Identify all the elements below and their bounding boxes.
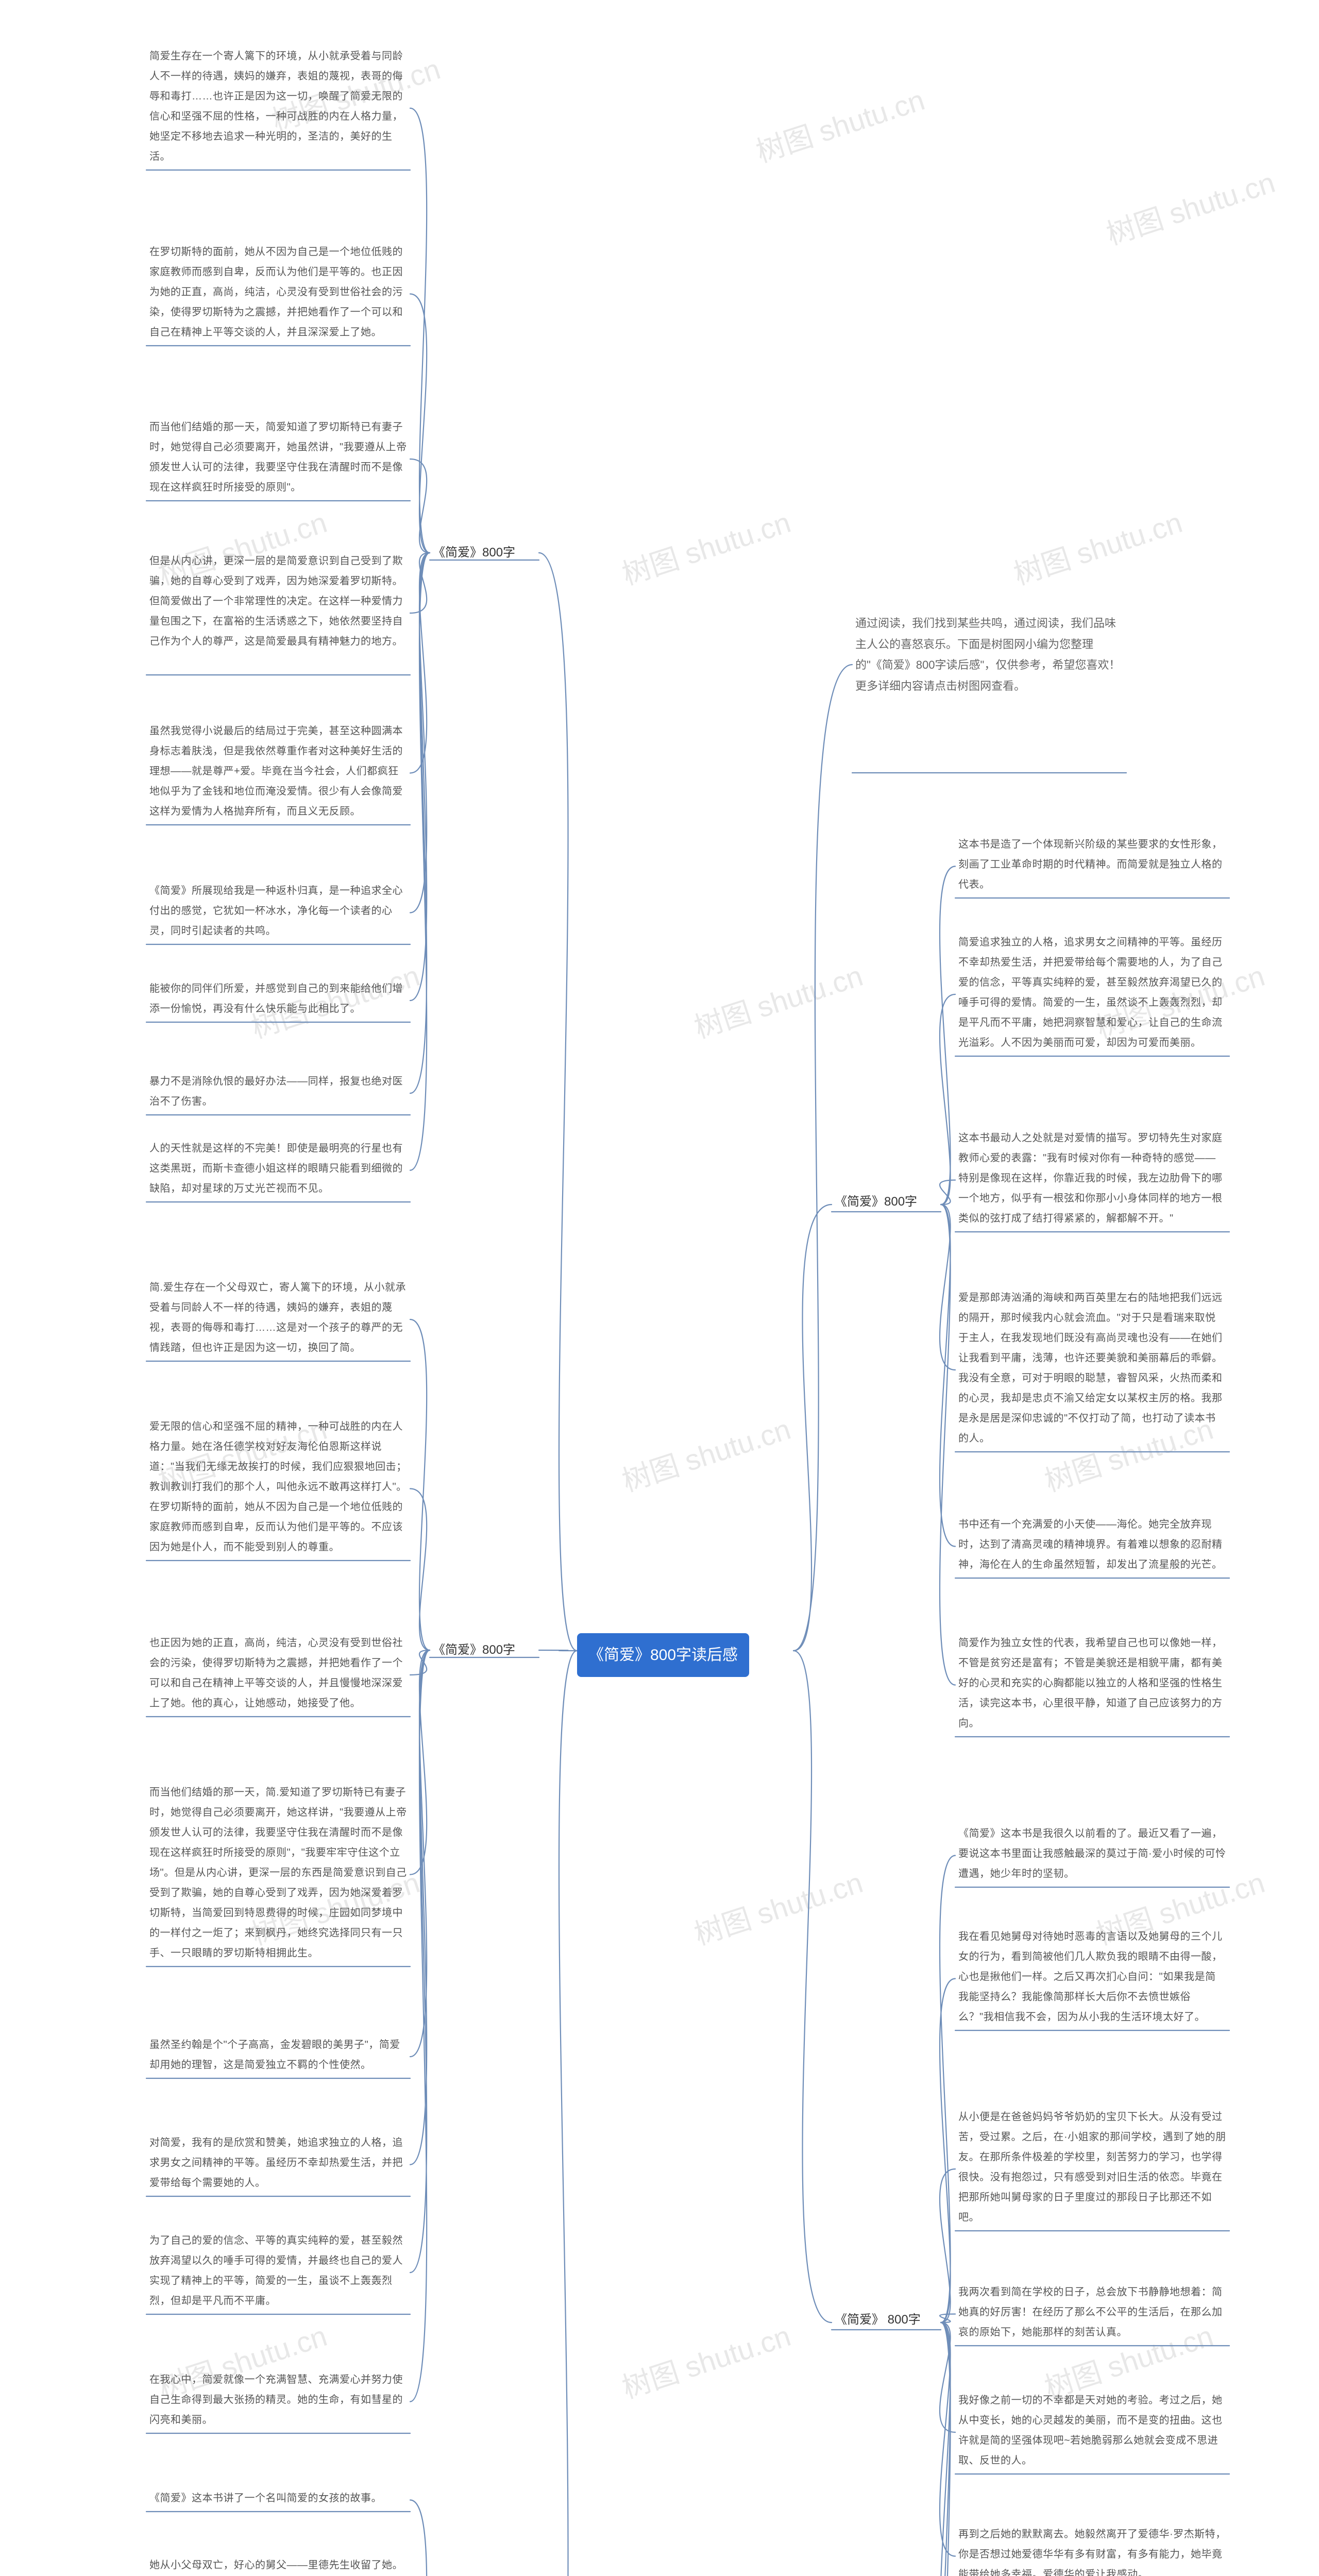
paragraph: 《简爱》这本书是我很久以前看的了。最近又看了一遍，要说这本书里面让我感触最深的莫… bbox=[958, 1824, 1226, 1884]
paragraph: 也正因为她的正直，高尚，纯洁，心灵没有受到世俗社会的污染，使得罗切斯特为之震撼，… bbox=[149, 1633, 407, 1714]
paragraph: 但是从内心讲，更深一层的是简爱意识到自己受到了欺骗，她的自尊心受到了戏弄，因为她… bbox=[149, 551, 407, 652]
paragraph: 书中还有一个充满爱的小天使——海伦。她完全放弃现时，达到了清高灵魂的精神境界。有… bbox=[958, 1515, 1226, 1575]
paragraph: 爱是那郎涛汹涌的海峡和两百英里左右的陆地把我们远远的隔开，那时候我内心就会流血。… bbox=[958, 1288, 1226, 1449]
section-title: 《简爱》800字 bbox=[433, 541, 515, 565]
paragraph: 在我心中，简爱就像一个充满智慧、充满爱心并努力使自己生命得到最大张扬的精灵。她的… bbox=[149, 2370, 407, 2430]
paragraph: 暴力不是消除仇恨的最好办法——同样，报复也绝对医治不了伤害。 bbox=[149, 1072, 407, 1112]
section-title: 《简爱》 800字 bbox=[835, 2308, 921, 2332]
paragraph: 虽然我觉得小说最后的结局过于完美，甚至这种圆满本身标志着肤浅，但是我依然尊重作者… bbox=[149, 721, 407, 822]
paragraph: 虽然圣约翰是个"个子高高，金发碧眼的美男子"，简爱却用她的理智，这是简爱独立不羁… bbox=[149, 2035, 407, 2075]
paragraph: 《简爱》这本书讲了一个名叫简爱的女孩的故事。 bbox=[149, 2488, 407, 2509]
section-title: 《简爱》800字 bbox=[433, 1638, 515, 1662]
paragraph: 简爱生存在一个寄人篱下的环境，从小就承受着与同龄人不一样的待遇，姨妈的嫌弃，表姐… bbox=[149, 46, 407, 167]
paragraph: 从小便是在爸爸妈妈爷爷奶奶的宝贝下长大。从没有受过苦，受过累。之后，在·小姐家的… bbox=[958, 2107, 1226, 2228]
paragraph: 我好像之前一切的不幸都是天对她的考验。考过之后，她从中变长，她的心灵越发的美丽，… bbox=[958, 2391, 1226, 2471]
paragraph: 我两次看到简在学校的日子，总会放下书静静地想着：简她真的好厉害！在经历了那么不公… bbox=[958, 2282, 1226, 2343]
paragraph: 在罗切斯特的面前，她从不因为自己是一个地位低贱的家庭教师而感到自卑，反而认为他们… bbox=[149, 242, 407, 343]
paragraph: 能被你的同伴们所爱，并感觉到自己的到来能给他们增添一份愉悦，再没有什么快乐能与此… bbox=[149, 979, 407, 1019]
paragraph: 简.爱生存在一个父母双亡，寄人篱下的环境，从小就承受着与同龄人不一样的待遇，姨妈… bbox=[149, 1278, 407, 1358]
paragraph: 再到之后她的默默离去。她毅然离开了爱德华·罗杰斯特，你是否想过她爱德华华有多有财… bbox=[958, 2524, 1226, 2576]
lead-paragraph: 通过阅读，我们找到某些共鸣，通过阅读，我们品味主人公的喜怒哀乐。下面是树图网小编… bbox=[855, 613, 1123, 697]
paragraph: 简爱追求独立的人格，追求男女之间精神的平等。虽经历不幸却热爱生活，并把爱带给每个… bbox=[958, 933, 1226, 1053]
paragraph: 而当他们结婚的那一天，简爱知道了罗切斯特已有妻子时，她觉得自己必须要离开，她虽然… bbox=[149, 417, 407, 498]
paragraph: 这本书最动人之处就是对爱情的描写。罗切特先生对家庭教师心爱的表露："我有时候对你… bbox=[958, 1128, 1226, 1229]
paragraph: 这本书是造了一个体现新兴阶级的某些要求的女性形象，刻画了工业革命时期的时代精神。… bbox=[958, 835, 1226, 895]
paragraph: 人的天性就是这样的不完美！即使是最明亮的行星也有这类黑斑，而斯卡查德小姐这样的眼… bbox=[149, 1139, 407, 1199]
paragraph: 简爱作为独立女性的代表，我希望自己也可以像她一样，不管是贫穷还是富有；不管是美貌… bbox=[958, 1633, 1226, 1734]
section-title: 《简爱》800字 bbox=[835, 1190, 917, 1214]
paragraph: 《简爱》所展现给我是一种返朴归真，是一种追求全心付出的感觉，它犹如一杯冰水，净化… bbox=[149, 881, 407, 941]
paragraph: 她从小父母双亡，好心的舅父——里德先生收留了她。不幸的是，里德先生去世了，冷酷而… bbox=[149, 2555, 407, 2576]
paragraph: 而当他们结婚的那一天，简.爱知道了罗切斯特已有妻子时，她觉得自己必须要离开，她这… bbox=[149, 1783, 407, 1963]
paragraph: 对简爱，我有的是欣赏和赞美，她追求独立的人格，追求男女之间精神的平等。虽经历不幸… bbox=[149, 2133, 407, 2193]
paragraph: 我在看见她舅母对待她时恶毒的言语以及她舅母的三个儿女的行为，看到简被他们几人欺负… bbox=[958, 1927, 1226, 2027]
paragraph: 为了自己的爱的信念、平等的真实纯粹的爱，甚至毅然放弃渴望以久的唾手可得的爱情，并… bbox=[149, 2231, 407, 2311]
paragraph: 爱无限的信心和坚强不屈的精神，一种可战胜的内在人格力量。她在洛任德学校对好友海伦… bbox=[149, 1417, 407, 1557]
root-node: 《简爱》800字读后感 bbox=[577, 1633, 749, 1677]
